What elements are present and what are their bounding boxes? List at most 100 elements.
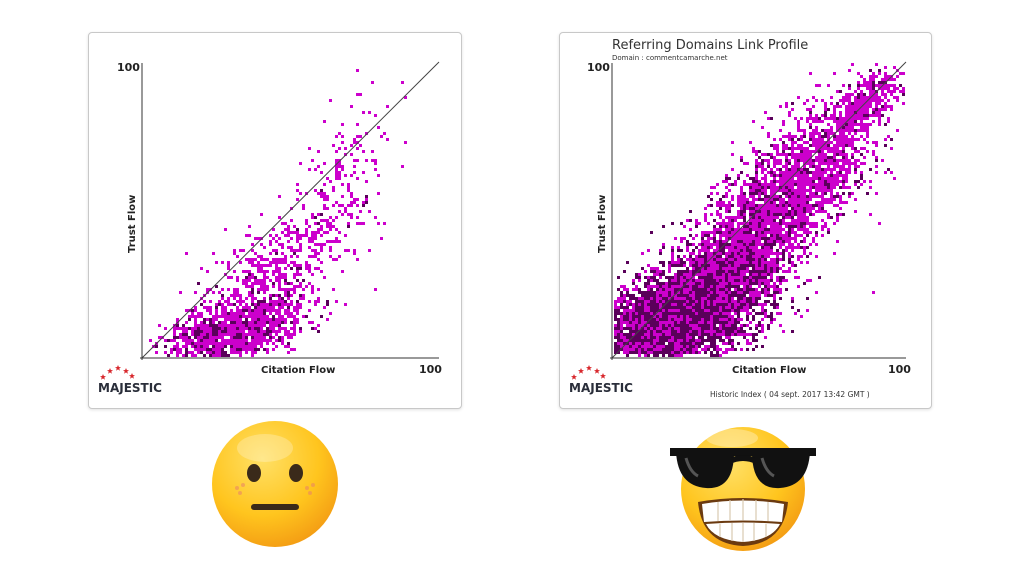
scatter-point xyxy=(761,237,764,240)
scatter-point xyxy=(821,192,824,195)
marks-right xyxy=(614,63,905,357)
scatter-point xyxy=(662,282,665,285)
scatter-point xyxy=(698,270,701,273)
scatter-point xyxy=(752,177,755,180)
scatter-point xyxy=(698,303,701,306)
scatter-point xyxy=(230,303,233,306)
scatter-point xyxy=(770,174,773,177)
scatter-point xyxy=(284,255,287,258)
scatter-point xyxy=(677,264,680,267)
scatter-point xyxy=(755,291,758,294)
scatter-point xyxy=(302,234,305,237)
scatter-point xyxy=(731,231,734,234)
scatter-point xyxy=(734,240,737,243)
scatter-point xyxy=(803,129,806,132)
scatter-point xyxy=(680,261,683,264)
scatter-point xyxy=(695,270,698,273)
scatter-point xyxy=(629,327,632,330)
scatter-point xyxy=(899,72,902,75)
scatter-point xyxy=(764,192,767,195)
scatter-point xyxy=(257,315,260,318)
scatter-point xyxy=(647,285,650,288)
scatter-point xyxy=(677,297,680,300)
scatter-point xyxy=(731,324,734,327)
scatter-point xyxy=(770,216,773,219)
scatter-point xyxy=(299,303,302,306)
scatter-point xyxy=(701,261,704,264)
scatter-point xyxy=(260,258,263,261)
scatter-point xyxy=(353,249,356,252)
scatter-point xyxy=(794,264,797,267)
scatter-point xyxy=(743,282,746,285)
scatter-point xyxy=(767,195,770,198)
scatter-point xyxy=(716,249,719,252)
scatter-point xyxy=(836,153,839,156)
scatter-point xyxy=(776,231,779,234)
scatter-point xyxy=(791,168,794,171)
scatter-point xyxy=(665,276,668,279)
scatter-point xyxy=(656,339,659,342)
scatter-point xyxy=(746,270,749,273)
scatter-point xyxy=(221,339,224,342)
scatter-point xyxy=(242,249,245,252)
scatter-point xyxy=(710,345,713,348)
scatter-point xyxy=(692,243,695,246)
scatter-point xyxy=(671,279,674,282)
scatter-point xyxy=(230,348,233,351)
scatter-point xyxy=(752,300,755,303)
scatter-point xyxy=(752,267,755,270)
scatter-point xyxy=(773,138,776,141)
scatter-point xyxy=(242,270,245,273)
scatter-point xyxy=(734,285,737,288)
scatter-point xyxy=(752,273,755,276)
scatter-point xyxy=(206,348,209,351)
scatter-point xyxy=(818,132,821,135)
scatter-point xyxy=(371,150,374,153)
scatter-point xyxy=(755,270,758,273)
scatter-point xyxy=(740,294,743,297)
scatter-point xyxy=(755,300,758,303)
scatter-point xyxy=(698,345,701,348)
scatter-point xyxy=(743,324,746,327)
scatter-point xyxy=(818,144,821,147)
scatter-point xyxy=(887,75,890,78)
scatter-point xyxy=(404,96,407,99)
scatter-point xyxy=(701,270,704,273)
scatter-point xyxy=(401,165,404,168)
scatter-point xyxy=(800,171,803,174)
scatter-point xyxy=(848,108,851,111)
scatter-point xyxy=(206,333,209,336)
scatter-point xyxy=(290,219,293,222)
scatter-point xyxy=(773,285,776,288)
scatter-point xyxy=(755,180,758,183)
scatter-point xyxy=(713,297,716,300)
scatter-point xyxy=(788,186,791,189)
scatter-point xyxy=(710,252,713,255)
scatter-point xyxy=(743,333,746,336)
scatter-point xyxy=(638,327,641,330)
scatter-point xyxy=(854,120,857,123)
scatter-point xyxy=(764,252,767,255)
scatter-point xyxy=(635,315,638,318)
scatter-point xyxy=(728,237,731,240)
scatter-point xyxy=(377,126,380,129)
scatter-point xyxy=(797,120,800,123)
scatter-point xyxy=(758,231,761,234)
scatter-point xyxy=(728,279,731,282)
scatter-point xyxy=(764,276,767,279)
scatter-point xyxy=(782,153,785,156)
scatter-point xyxy=(215,306,218,309)
scatter-point xyxy=(233,327,236,330)
scatter-point xyxy=(671,327,674,330)
scatter-point xyxy=(890,78,893,81)
scatter-point xyxy=(239,312,242,315)
scatter-point xyxy=(701,231,704,234)
scatter-point xyxy=(746,249,749,252)
scatter-point xyxy=(626,351,629,354)
scatter-point xyxy=(821,120,824,123)
scatter-point xyxy=(860,177,863,180)
scatter-point xyxy=(875,63,878,66)
scatter-point xyxy=(800,201,803,204)
scatter-point xyxy=(629,300,632,303)
scatter-point xyxy=(809,198,812,201)
